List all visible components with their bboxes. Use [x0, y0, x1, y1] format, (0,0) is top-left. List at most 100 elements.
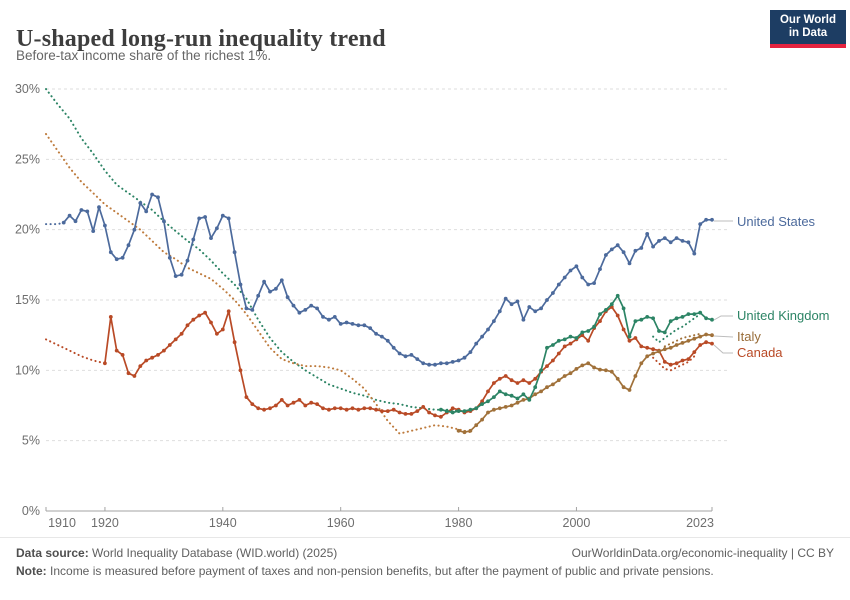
- marker-united-states: [391, 345, 396, 350]
- marker-united-kingdom: [586, 329, 591, 333]
- marker-canada: [385, 409, 390, 413]
- marker-united-states: [556, 282, 561, 287]
- marker-italy: [639, 361, 644, 366]
- marker-canada: [698, 343, 703, 347]
- marker-canada: [686, 357, 691, 361]
- marker-united-states: [409, 353, 414, 357]
- owid-link[interactable]: OurWorldinData.org/economic-inequality |…: [571, 546, 834, 560]
- marker-canada: [362, 406, 367, 411]
- marker-united-kingdom: [492, 395, 496, 399]
- marker-united-kingdom: [686, 312, 691, 316]
- marker-united-states: [609, 247, 614, 252]
- marker-united-states: [244, 306, 249, 311]
- y-axis-tick-label: 15%: [15, 293, 40, 307]
- marker-italy: [680, 341, 685, 345]
- marker-canada: [209, 320, 213, 325]
- marker-united-states: [627, 261, 632, 266]
- marker-italy: [657, 349, 661, 354]
- marker-canada: [615, 313, 620, 318]
- marker-canada: [651, 347, 655, 352]
- marker-united-states: [427, 362, 431, 367]
- marker-united-states: [138, 201, 143, 205]
- marker-united-states: [580, 275, 585, 280]
- marker-united-states: [468, 350, 473, 354]
- marker-united-kingdom: [574, 336, 579, 340]
- marker-united-states: [167, 255, 172, 260]
- marker-italy: [574, 367, 579, 371]
- marker-canada: [332, 406, 337, 411]
- marker-canada: [285, 403, 290, 408]
- marker-united-states: [179, 272, 184, 277]
- marker-canada: [503, 374, 508, 378]
- marker-united-kingdom: [486, 399, 490, 404]
- marker-italy: [497, 406, 502, 411]
- series-italy-dotted-early: [45, 133, 472, 435]
- label-connector-italy: [713, 335, 734, 338]
- marker-united-states: [156, 195, 160, 200]
- x-axis-tick-label: 1920: [91, 516, 119, 530]
- marker-canada: [633, 336, 638, 340]
- series-united-states-dotted-early: [45, 221, 65, 226]
- owid-logo-line1: Our World: [779, 14, 836, 26]
- marker-united-states: [285, 295, 290, 300]
- marker-canada: [409, 412, 414, 416]
- marker-united-states: [274, 286, 278, 291]
- marker-italy: [615, 376, 620, 381]
- x-axis-tick-label: 2023: [686, 516, 714, 530]
- marker-united-states: [380, 334, 384, 339]
- page-subtitle: Before-tax income share of the richest 1…: [16, 48, 272, 63]
- marker-united-states: [303, 308, 308, 312]
- marker-united-states: [486, 327, 490, 332]
- marker-italy: [509, 403, 514, 408]
- marker-canada: [321, 406, 325, 411]
- label-connector-canada: [713, 344, 733, 354]
- marker-united-states: [421, 361, 426, 366]
- marker-canada: [356, 407, 361, 412]
- marker-united-states: [185, 258, 190, 263]
- marker-united-states: [374, 331, 378, 336]
- marker-canada: [551, 358, 555, 363]
- marker-canada: [674, 361, 679, 366]
- series-united-kingdom: [440, 294, 713, 414]
- marker-united-states: [515, 299, 520, 304]
- chart-footer: Data source: World Inequality Database (…: [0, 537, 850, 578]
- marker-united-states: [662, 236, 667, 241]
- marker-united-states: [114, 257, 119, 262]
- series-italy-dotted-recent: [663, 332, 702, 348]
- marker-united-kingdom: [639, 317, 644, 322]
- marker-united-kingdom: [674, 316, 679, 321]
- marker-canada: [132, 374, 137, 378]
- marker-canada: [704, 340, 708, 345]
- marker-united-states: [503, 296, 508, 301]
- marker-united-states: [215, 226, 219, 231]
- marker-united-states: [521, 317, 526, 322]
- marker-united-states: [209, 236, 213, 241]
- marker-italy: [704, 332, 708, 337]
- marker-united-kingdom: [503, 392, 508, 397]
- marker-united-states: [91, 229, 96, 234]
- marker-united-kingdom: [568, 334, 573, 339]
- marker-united-kingdom: [474, 406, 479, 411]
- marker-italy: [627, 388, 632, 392]
- marker-united-states: [238, 282, 243, 287]
- owid-logo[interactable]: Our World in Data: [770, 10, 846, 48]
- marker-united-states: [256, 293, 261, 298]
- marker-canada: [185, 323, 190, 328]
- marker-united-states: [433, 362, 437, 367]
- marker-united-kingdom: [456, 409, 461, 413]
- y-axis-tick-label: 30%: [15, 82, 40, 96]
- marker-canada: [191, 317, 196, 322]
- marker-canada: [303, 403, 308, 408]
- marker-united-states: [509, 302, 514, 307]
- marker-united-states: [668, 240, 673, 245]
- marker-united-kingdom: [580, 330, 585, 335]
- marker-united-states: [368, 326, 373, 330]
- marker-united-states: [562, 275, 567, 280]
- x-axis-tick-label: 1980: [445, 516, 473, 530]
- marker-canada: [556, 351, 561, 356]
- marker-italy: [456, 428, 461, 433]
- data-source-label: Data source:: [16, 546, 89, 560]
- marker-canada: [692, 350, 697, 354]
- marker-united-states: [686, 240, 691, 245]
- marker-united-states: [403, 354, 408, 359]
